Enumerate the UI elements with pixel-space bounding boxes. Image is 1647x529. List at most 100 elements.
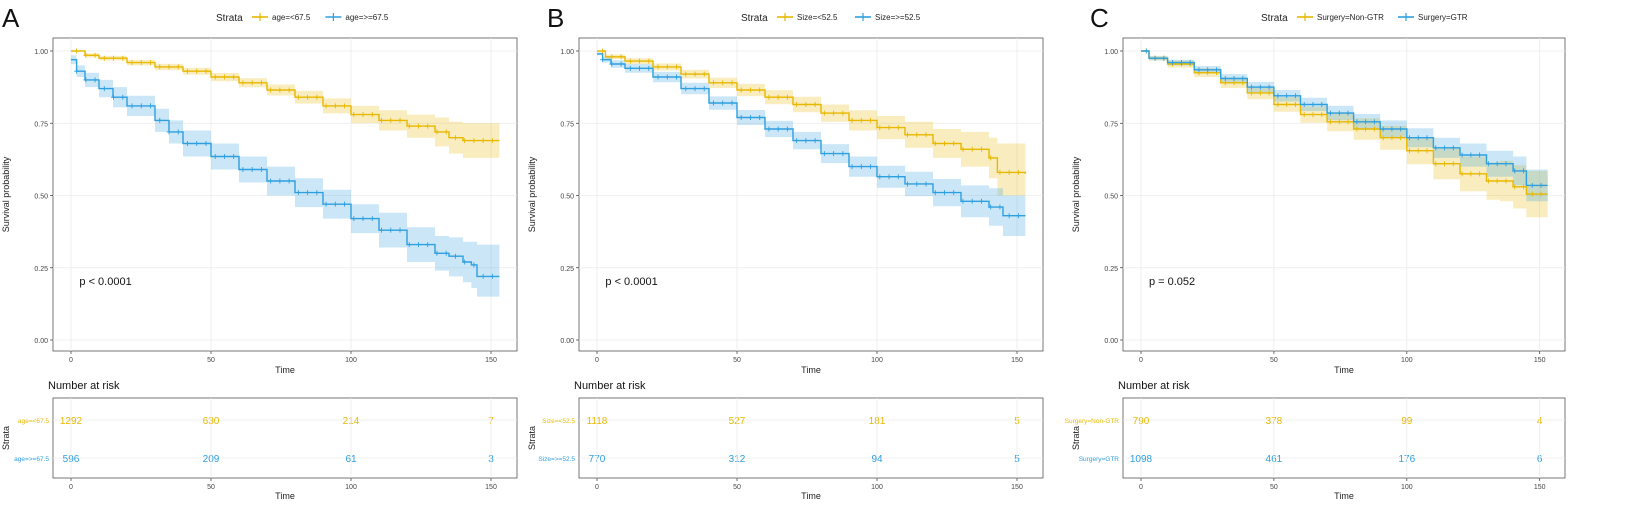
censor-mark	[1249, 84, 1255, 90]
censor-mark	[1415, 135, 1421, 141]
censor-mark	[157, 64, 163, 70]
risk-y-axis-label: Strata	[1071, 426, 1081, 450]
risk-table-title: Number at risk	[48, 380, 120, 392]
risk-row-label: age=>=67.5	[14, 456, 49, 463]
censor-mark	[821, 110, 827, 116]
risk-row-label: age=<67.5	[18, 418, 49, 425]
risk-table-frame	[578, 397, 1044, 479]
y-tick-label: 1.00	[560, 49, 574, 56]
ci-band-1	[1141, 51, 1548, 218]
censor-mark	[1371, 119, 1377, 125]
legend-title: Strata	[741, 13, 768, 24]
censor-mark	[120, 94, 126, 100]
legend-item: Size=>=52.5	[855, 13, 921, 22]
censor-mark	[932, 140, 938, 146]
censor-mark	[129, 60, 135, 66]
censor-mark	[803, 101, 809, 107]
censor-mark	[1485, 178, 1491, 184]
censor-mark	[794, 101, 800, 107]
y-axis-label: Survival probability	[1, 156, 11, 232]
legend: Strata age=<67.5 age=>=67.5	[216, 13, 389, 24]
x-tick-label: 0	[595, 357, 599, 364]
risk-table-title: Number at risk	[574, 380, 646, 392]
censor-mark	[203, 140, 209, 146]
risk-x-tick-label: 50	[207, 484, 215, 491]
legend-title: Strata	[1261, 13, 1288, 24]
y-tick-label: 0.00	[560, 338, 574, 345]
risk-x-tick-label: 50	[1270, 484, 1278, 491]
censor-mark	[92, 77, 98, 83]
censor-mark	[1468, 152, 1474, 158]
censor-mark	[83, 77, 89, 83]
censor-mark	[379, 117, 385, 123]
censor-mark	[425, 242, 431, 248]
censor-mark	[1398, 135, 1404, 141]
censor-mark	[600, 57, 606, 63]
censor-mark	[1433, 145, 1439, 151]
censor-mark	[489, 273, 495, 279]
censor-mark	[618, 61, 624, 67]
censor-mark	[978, 198, 984, 204]
censor-mark	[369, 216, 375, 222]
y-tick-label: 1.00	[1104, 49, 1118, 56]
censor-mark	[462, 259, 468, 265]
censor-mark	[342, 201, 348, 207]
censor-mark	[443, 129, 449, 135]
censor-mark	[1301, 112, 1307, 118]
censor-mark	[895, 125, 901, 131]
p-value: p < 0.0001	[605, 276, 657, 288]
censor-mark	[342, 103, 348, 109]
censor-mark	[1398, 126, 1404, 132]
censor-mark	[240, 166, 246, 172]
censor-mark	[314, 94, 320, 100]
censor-mark	[129, 103, 135, 109]
censor-mark	[1275, 101, 1281, 107]
censor-mark	[332, 103, 338, 109]
censor-mark	[988, 155, 994, 161]
censor-mark	[932, 190, 938, 196]
x-tick-label: 0	[69, 357, 73, 364]
censor-mark	[1240, 75, 1246, 81]
censor-mark	[1336, 119, 1342, 125]
legend-label: Surgery=GTR	[1418, 13, 1468, 22]
censor-mark	[729, 80, 735, 86]
censor-mark	[637, 65, 643, 71]
x-axis-label: Time	[1334, 365, 1354, 375]
censor-mark	[1275, 93, 1281, 99]
censor-mark	[111, 55, 117, 61]
censor-mark	[1512, 168, 1518, 174]
censor-mark	[1380, 126, 1386, 132]
censor-mark	[74, 48, 80, 54]
censor-mark	[775, 126, 781, 132]
censor-mark	[618, 54, 624, 60]
censor-mark	[1006, 169, 1012, 175]
censor-mark	[101, 55, 107, 61]
censor-mark	[664, 74, 670, 80]
panel-letter: B	[547, 3, 564, 33]
censor-mark	[978, 146, 984, 152]
censor-mark	[701, 71, 707, 77]
censor-mark	[415, 123, 421, 129]
x-tick-label: 100	[1401, 357, 1413, 364]
risk-y-axis-label: Strata	[527, 426, 537, 450]
censor-mark	[794, 138, 800, 144]
censor-mark	[1284, 93, 1290, 99]
risk-x-tick-label: 100	[345, 484, 357, 491]
censor-mark	[175, 129, 181, 135]
legend-item: Surgery=GTR	[1398, 13, 1468, 22]
censor-mark	[710, 100, 716, 106]
censor-mark	[249, 80, 255, 86]
censor-mark	[212, 74, 218, 80]
censor-mark	[821, 151, 827, 157]
censor-mark	[1477, 171, 1483, 177]
censor-mark	[415, 242, 421, 248]
censor-mark	[683, 71, 689, 77]
censor-mark	[627, 65, 633, 71]
censor-mark	[480, 138, 486, 144]
censor-mark	[1249, 90, 1255, 96]
censor-mark	[905, 181, 911, 187]
censor-mark	[840, 151, 846, 157]
censor-mark	[240, 80, 246, 86]
censor-mark	[1433, 161, 1439, 167]
